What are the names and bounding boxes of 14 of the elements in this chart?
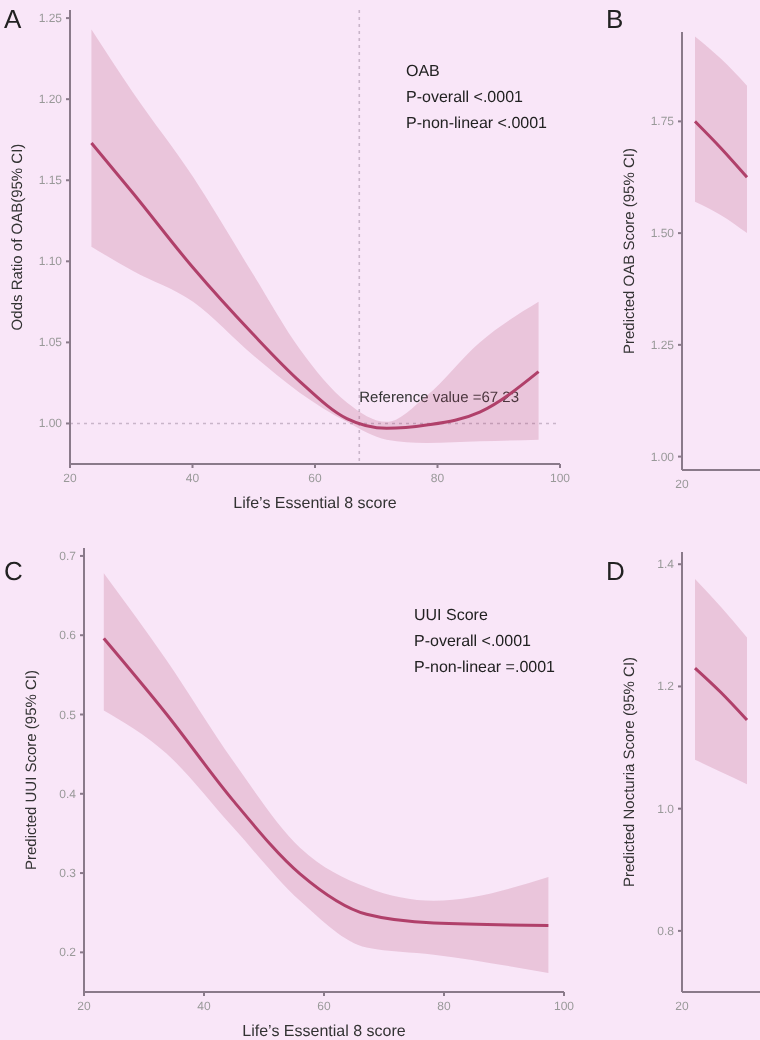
annotation: P-overall <.0001 [414,632,533,650]
line-series [89,141,541,430]
annotation: UUI Score [414,606,489,624]
x-axis-title: Life’s Essential 8 score [233,494,398,512]
chart-title: A [4,4,22,34]
annotation: P-overall <.0001 [406,88,525,106]
x-axis-title: Life’s Essential 8 score [242,1022,407,1040]
chart-title: C [4,556,23,586]
annotation: OAB [406,62,440,80]
annotation: P-non-linear =.0001 [414,658,557,676]
line-series [102,636,550,927]
chart-title: B [606,4,624,34]
annotation: P-non-linear <.0001 [406,114,549,132]
chart-title: D [606,556,625,586]
